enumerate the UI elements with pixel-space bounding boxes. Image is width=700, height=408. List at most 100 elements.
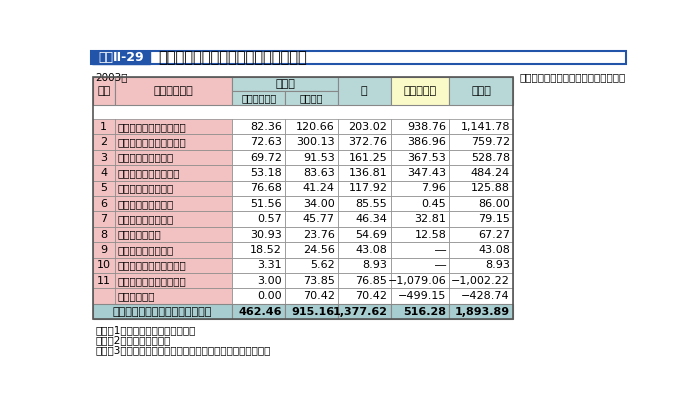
- Text: 8.93: 8.93: [485, 260, 510, 271]
- Text: 5: 5: [100, 183, 107, 193]
- Bar: [232, 257, 285, 273]
- Text: 161.25: 161.25: [349, 153, 387, 162]
- Bar: [391, 242, 449, 257]
- Bar: [338, 150, 391, 165]
- Text: 120.66: 120.66: [296, 122, 335, 132]
- Bar: [93, 227, 115, 242]
- Text: 注：（1）地域区分は外務省分類。: 注：（1）地域区分は外務省分類。: [95, 326, 195, 335]
- Text: 372.76: 372.76: [349, 137, 387, 147]
- Text: 0.00: 0.00: [258, 291, 282, 301]
- Text: 43.08: 43.08: [478, 245, 510, 255]
- Text: 1,893.89: 1,893.89: [455, 306, 510, 317]
- Text: 東アジア地域における日本の援助実績: 東アジア地域における日本の援助実績: [158, 50, 307, 65]
- Bar: [115, 211, 232, 227]
- Bar: [338, 119, 391, 134]
- Bar: [115, 288, 232, 304]
- Bar: [391, 165, 449, 181]
- Text: 中　　　　　　　　　国: 中 国: [118, 137, 186, 147]
- Text: 計: 計: [361, 86, 368, 96]
- Bar: [285, 165, 338, 181]
- Bar: [391, 288, 449, 304]
- Bar: [391, 134, 449, 150]
- Bar: [449, 227, 513, 242]
- Bar: [232, 150, 285, 165]
- Bar: [115, 273, 232, 288]
- Text: ラ　　　オ　　　ス: ラ オ ス: [118, 199, 174, 209]
- Bar: [449, 257, 513, 273]
- Text: 6: 6: [100, 199, 107, 209]
- Text: 938.76: 938.76: [407, 122, 447, 132]
- Text: 贈　与: 贈 与: [275, 80, 295, 89]
- Bar: [93, 257, 115, 273]
- Bar: [93, 119, 115, 134]
- Text: 300.13: 300.13: [296, 137, 335, 147]
- Text: 54.69: 54.69: [356, 230, 387, 239]
- Text: 順位: 順位: [97, 86, 111, 96]
- Text: 915.16: 915.16: [292, 306, 335, 317]
- Text: 図表Ⅱ-29: 図表Ⅱ-29: [99, 51, 144, 64]
- Text: 69.72: 69.72: [250, 153, 282, 162]
- Bar: [93, 165, 115, 181]
- Text: 3.00: 3.00: [258, 276, 282, 286]
- Bar: [338, 288, 391, 304]
- Text: 34.00: 34.00: [303, 199, 335, 209]
- Text: 86.00: 86.00: [478, 199, 510, 209]
- Text: 3.31: 3.31: [258, 260, 282, 271]
- Text: フ　ィ　リ　ピ　ン: フ ィ リ ピ ン: [118, 153, 174, 162]
- Bar: [285, 288, 338, 304]
- Text: 462.46: 462.46: [239, 306, 282, 317]
- Bar: [115, 150, 232, 165]
- Text: ミ　ャ　ン　マ　ー: ミ ャ ン マ ー: [118, 245, 174, 255]
- Bar: [115, 134, 232, 150]
- Bar: [449, 119, 513, 134]
- Bar: [391, 119, 449, 134]
- Text: ―: ―: [435, 245, 447, 255]
- Text: ベ　　ト　　ナ　　ム: ベ ト ナ ム: [118, 168, 180, 178]
- Text: 367.53: 367.53: [407, 153, 447, 162]
- Text: カ　ン　ボ　ジ　ア: カ ン ボ ジ ア: [118, 183, 174, 193]
- Bar: [93, 273, 115, 288]
- Bar: [232, 211, 285, 227]
- Bar: [391, 181, 449, 196]
- Text: 70.42: 70.42: [302, 291, 335, 301]
- Text: 7.96: 7.96: [421, 183, 447, 193]
- Bar: [338, 257, 391, 273]
- Text: 347.43: 347.43: [407, 168, 447, 178]
- Text: 24.56: 24.56: [303, 245, 335, 255]
- Text: 1: 1: [100, 122, 107, 132]
- Bar: [391, 227, 449, 242]
- Bar: [449, 288, 513, 304]
- Bar: [449, 273, 513, 288]
- Bar: [338, 211, 391, 227]
- Text: 83.63: 83.63: [303, 168, 335, 178]
- Text: 41.24: 41.24: [302, 183, 335, 193]
- Bar: [338, 273, 391, 288]
- Bar: [232, 78, 338, 91]
- Text: 7: 7: [100, 214, 107, 224]
- Text: 125.88: 125.88: [471, 183, 510, 193]
- Bar: [115, 227, 232, 242]
- Bar: [338, 134, 391, 150]
- Bar: [232, 242, 285, 257]
- Bar: [338, 304, 391, 319]
- Bar: [285, 211, 338, 227]
- Bar: [338, 181, 391, 196]
- Text: 73.85: 73.85: [303, 276, 335, 286]
- Text: 117.92: 117.92: [349, 183, 387, 193]
- Text: 11: 11: [97, 276, 111, 286]
- Bar: [115, 196, 232, 211]
- Bar: [391, 78, 449, 105]
- Bar: [285, 119, 338, 134]
- Text: 82.36: 82.36: [250, 122, 282, 132]
- Bar: [115, 78, 232, 105]
- Bar: [338, 196, 391, 211]
- Bar: [285, 273, 338, 288]
- Bar: [285, 150, 338, 165]
- Text: 0.57: 0.57: [258, 214, 282, 224]
- Text: 3: 3: [100, 153, 107, 162]
- Text: 203.02: 203.02: [349, 122, 387, 132]
- Bar: [285, 227, 338, 242]
- Bar: [232, 227, 285, 242]
- Bar: [285, 242, 338, 257]
- Text: （3）四捨五入の関係上，合計が一致しないことがある。: （3）四捨五入の関係上，合計が一致しないことがある。: [95, 346, 271, 355]
